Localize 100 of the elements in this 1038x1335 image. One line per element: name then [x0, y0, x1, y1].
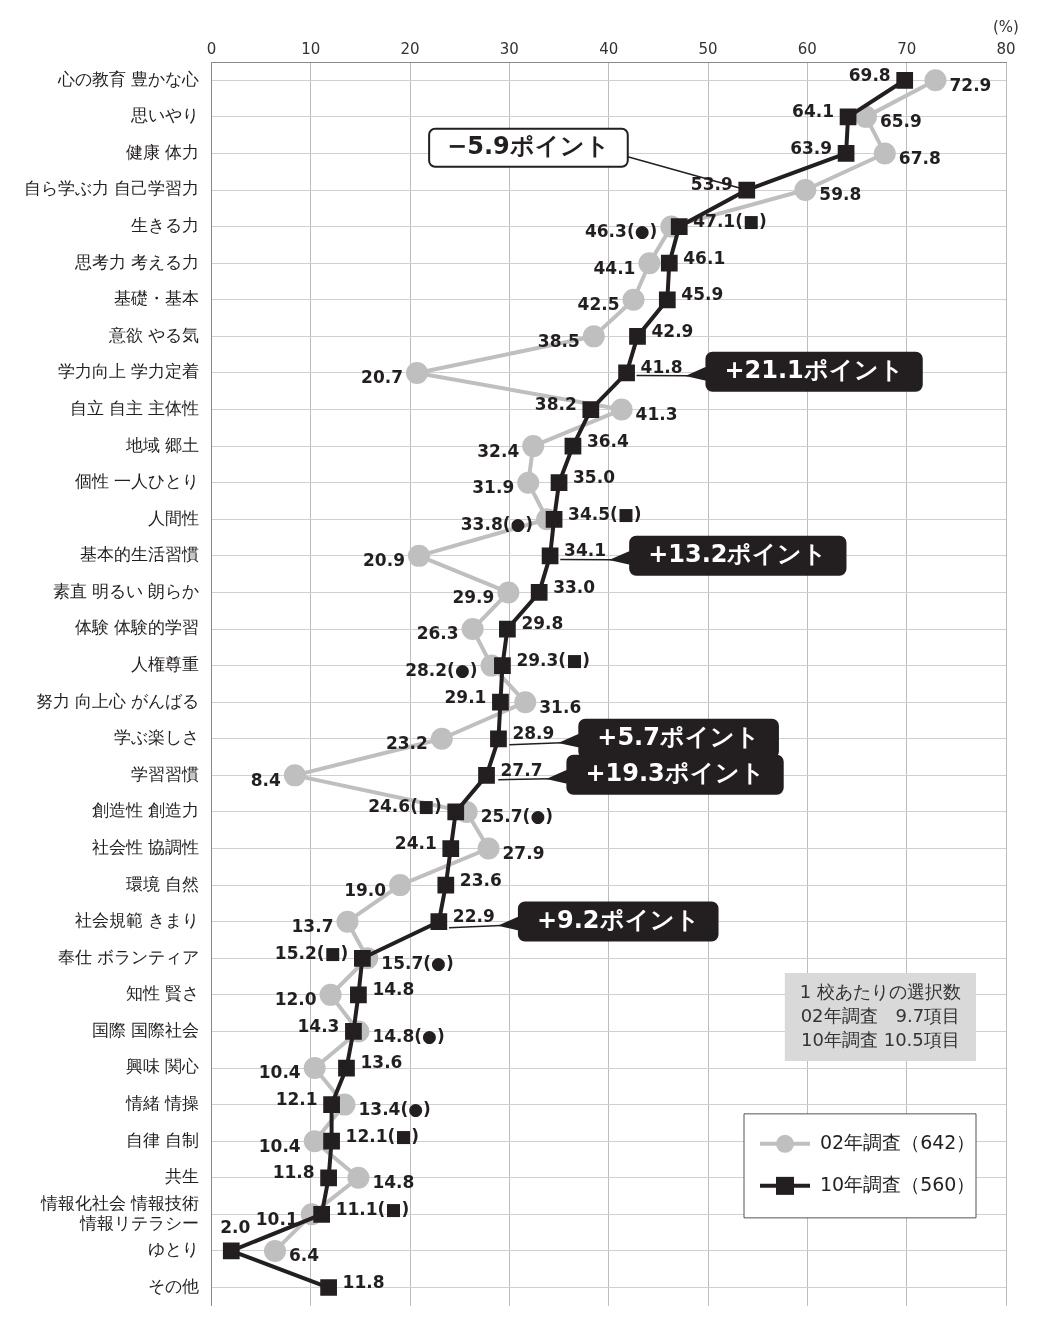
y-tick-label: 地域 郷土	[125, 434, 200, 455]
y-tick-label: 自律 自制	[126, 1129, 200, 1150]
data-label: 28.2(●)	[405, 660, 478, 681]
data-label: 67.8	[898, 147, 941, 168]
x-tick-label: 20	[400, 39, 420, 58]
data-label: 41.3	[635, 403, 678, 424]
y-tick-label: 創造性 創造力	[92, 800, 200, 821]
data-label: 20.9	[363, 550, 405, 571]
data-label: 41.8	[640, 357, 683, 378]
y-tick-label: 生きる力	[131, 215, 200, 236]
data-label: 72.9	[949, 74, 992, 95]
x-tick-label: 60	[797, 39, 817, 58]
annotation: +5.7ポイント	[597, 722, 760, 751]
data-label: 15.2(■)	[274, 942, 349, 963]
data-label: 2.0	[220, 1217, 251, 1238]
data-label: 45.9	[681, 284, 724, 305]
data-label: 12.0	[274, 989, 317, 1010]
y-tick-label: 努力 向上心 がんばる	[35, 690, 200, 711]
data-label: 23.2	[385, 733, 428, 754]
y-tick-label: 知性 賢さ	[126, 983, 200, 1004]
data-label: 42.9	[651, 320, 694, 341]
x-tick-label: 40	[599, 39, 619, 58]
data-label: 33.8(●)	[460, 513, 534, 534]
data-label: 24.1	[394, 832, 437, 853]
data-label: 13.7	[291, 916, 334, 937]
data-label: 14.8	[372, 1172, 415, 1193]
data-label: 19.0	[344, 879, 387, 900]
data-label: 24.6(■)	[368, 796, 442, 817]
y-tick-label: 個性 一人ひとり	[75, 471, 200, 492]
annotation: +13.2ポイント	[648, 540, 828, 569]
y-tick-label: 学習習慣	[131, 763, 200, 784]
data-label: 53.9	[690, 174, 733, 195]
data-label: 29.8	[521, 613, 564, 634]
y-tick-label: 自立 自主 主体性	[69, 397, 200, 418]
data-label: 59.8	[819, 184, 862, 205]
data-label: 32.4	[477, 440, 520, 461]
y-tick-label: 社会性 協調性	[92, 836, 200, 857]
data-label: 35.0	[573, 467, 616, 488]
annotation: +21.1ポイント	[724, 355, 904, 384]
y-tick-label: その他	[148, 1275, 200, 1296]
data-label: 38.5	[537, 330, 580, 351]
data-label: 12.1(■)	[345, 1125, 420, 1146]
data-label: 10.4	[258, 1062, 301, 1083]
data-label: 34.5(■)	[568, 503, 642, 524]
data-label: 15.7(●)	[381, 952, 454, 973]
y-tick-label: ゆとり	[148, 1239, 200, 1260]
data-label: 10.4	[258, 1135, 301, 1156]
data-label: 20.7	[361, 367, 404, 388]
annotation: +19.3ポイント	[585, 758, 765, 787]
data-label: 69.8	[848, 64, 891, 85]
x-tick-label: 80	[996, 39, 1016, 58]
x-tick-label: 70	[897, 39, 917, 58]
y-tick-label: 思考力 考える力	[74, 251, 200, 272]
x-tick-label: 50	[698, 39, 718, 58]
data-label: 65.9	[879, 111, 922, 132]
y-tick-label: 意欲 やる気	[108, 324, 200, 345]
annotation: +9.2ポイント	[536, 905, 700, 934]
data-label: 38.2	[534, 393, 577, 414]
x-tick-label: 30	[499, 39, 519, 58]
data-label: 29.3(■)	[516, 650, 590, 671]
data-label: 31.9	[472, 477, 515, 498]
data-label: 25.7(●)	[480, 806, 553, 827]
legend-label: 02年調査（642）	[820, 1130, 976, 1153]
data-label: 13.6	[360, 1052, 403, 1073]
data-label: 31.6	[539, 696, 582, 717]
y-tick-label: 基礎・基本	[114, 288, 200, 309]
data-label: 14.8(●)	[372, 1025, 445, 1046]
y-tick-label: 素直 明るい 朗らか	[52, 580, 200, 601]
y-tick-label: 学ぶ楽しさ	[114, 727, 200, 748]
data-label: 29.9	[452, 586, 495, 607]
data-label: 14.8	[372, 979, 415, 1000]
data-label: 46.1	[683, 247, 726, 268]
data-label: 47.1(■)	[693, 211, 767, 232]
y-tick-label: 情報化社会 情報技術情報リテラシー	[40, 1192, 200, 1233]
data-label: 28.9	[512, 723, 555, 744]
x-tick-label: 0	[206, 39, 217, 58]
y-tick-label: 自ら学ぶ力 自己学習力	[24, 178, 200, 199]
y-tick-label: 環境 自然	[126, 873, 200, 894]
x-tick-label: 10	[301, 39, 321, 58]
y-tick-label: 共生	[165, 1166, 200, 1187]
data-label: 27.7	[500, 759, 543, 780]
data-label: 22.9	[452, 906, 495, 927]
y-tick-label: 基本的生活習慣	[80, 544, 200, 565]
data-label: 6.4	[288, 1245, 320, 1266]
y-tick-label: 健康 体力	[126, 141, 200, 162]
data-label: 11.8	[272, 1162, 315, 1183]
data-label: 26.3	[416, 623, 459, 644]
data-label: 27.9	[502, 842, 545, 863]
y-tick-label: 学力向上 学力定着	[58, 361, 200, 382]
y-tick-label: 思いやり	[130, 105, 200, 126]
y-tick-label: 心の教育 豊かな心	[57, 68, 200, 89]
y-tick-label: 国際 国際社会	[92, 1019, 200, 1040]
y-tick-label: 人間性	[148, 507, 200, 528]
data-label: 34.1	[564, 540, 607, 561]
y-tick-label: 体験 体験的学習	[75, 617, 200, 638]
data-label: 29.1	[444, 686, 487, 707]
data-label: 64.1	[792, 101, 835, 122]
data-label: 14.3	[297, 1015, 340, 1036]
x-axis-title: (%)	[993, 18, 1019, 37]
data-label: 46.3(●)	[584, 221, 658, 242]
